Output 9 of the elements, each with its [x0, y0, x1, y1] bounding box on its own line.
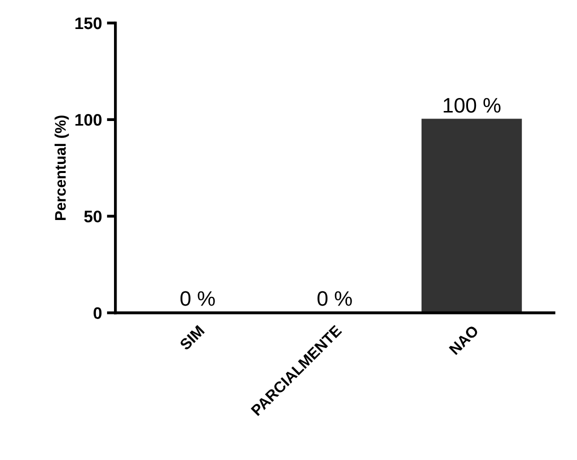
data-label: 0 %	[180, 291, 215, 306]
data-label: 100 %	[444, 98, 500, 113]
y-tick-label: 150	[75, 17, 102, 30]
y-axis-title: Percentual (%)	[54, 116, 69, 220]
x-tick-label: SIM	[179, 324, 205, 351]
y-tick-label: 100	[75, 114, 102, 126]
y-tick-label: 50	[84, 210, 102, 222]
y-tick-label: 0	[94, 307, 102, 320]
data-label: 0 %	[318, 291, 352, 306]
